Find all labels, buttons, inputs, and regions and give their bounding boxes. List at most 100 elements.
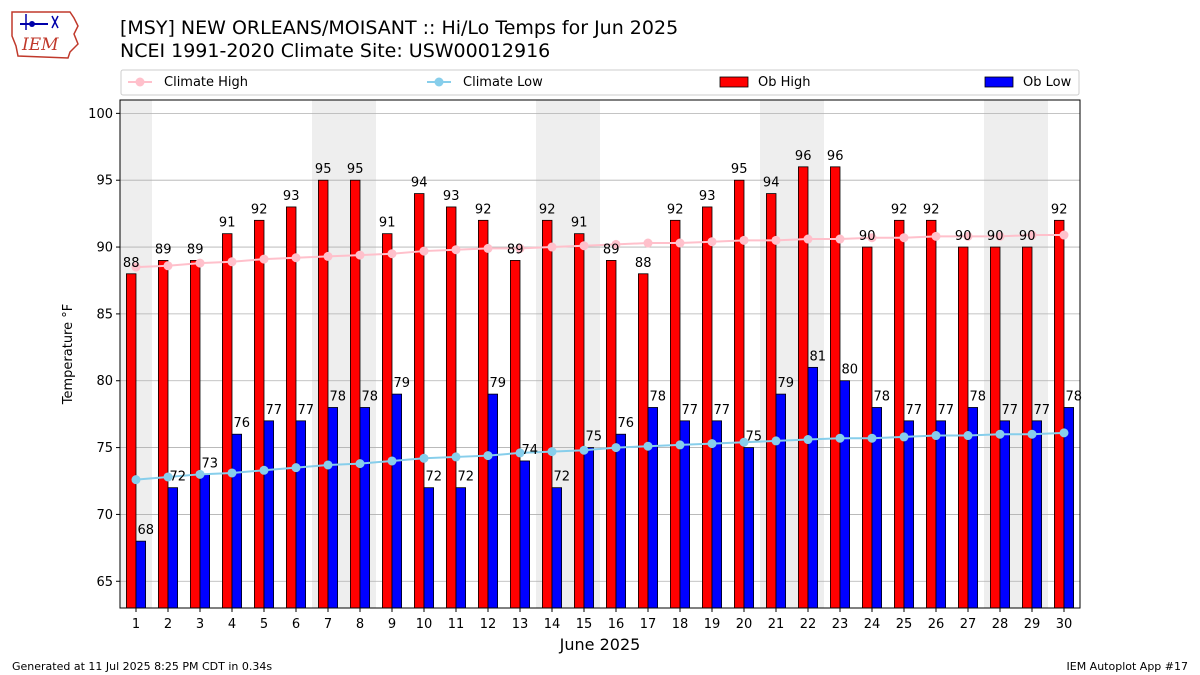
x-tick-label-2: 2: [164, 617, 172, 632]
ob-high-label-day-9: 91: [379, 216, 396, 231]
ob-low-bar-day-20: [743, 447, 755, 609]
climate-high-marker-day-26: [931, 231, 941, 241]
ob-high-bar-day-5: [253, 219, 265, 609]
climate-high-marker-day-13: [515, 243, 525, 253]
ob-high-label-day-8: 95: [347, 162, 364, 177]
x-tick-label-8: 8: [356, 617, 364, 632]
climate-high-marker-day-14: [547, 242, 557, 252]
ob-low-bar-day-13: [519, 460, 531, 609]
legend: Climate High Climate Low Ob High Ob Low: [120, 69, 1080, 96]
climate-high-marker-day-16: [611, 239, 621, 249]
climate-low-marker-day-1: [131, 475, 141, 485]
ob-low-label-day-8: 78: [362, 389, 379, 404]
legend-ob-low-label: Ob Low: [1023, 75, 1072, 90]
ob-low-label-day-23: 80: [842, 363, 859, 378]
ob-high-label-day-24: 90: [859, 229, 876, 244]
ob-high-label-day-16: 89: [603, 242, 620, 257]
ob-low-bar-day-16: [615, 433, 627, 609]
climate-low-marker-day-26: [931, 431, 941, 441]
ob-low-bar-day-21: [775, 393, 787, 609]
ob-high-bar-day-26: [926, 219, 937, 609]
x-tick-label-3: 3: [196, 617, 204, 632]
ob-high-label-day-7: 95: [315, 162, 332, 177]
ob-low-bar-day-14: [551, 487, 563, 609]
x-tick-label-27: 27: [960, 617, 977, 632]
climate-low-marker-day-21: [771, 436, 781, 446]
ob-high-label-day-12: 92: [475, 202, 492, 217]
x-tick-label-11: 11: [448, 617, 465, 632]
ob-high-label-day-3: 89: [187, 242, 204, 257]
climate-high-marker-day-27: [963, 231, 973, 241]
ob-low-label-day-1: 68: [138, 523, 155, 538]
ob-low-label-day-7: 78: [330, 389, 347, 404]
climate-high-line: [135, 234, 1064, 269]
ob-high-label-day-10: 94: [411, 176, 428, 191]
ob-high-label-day-6: 93: [283, 189, 300, 204]
climate-low-marker-day-6: [291, 463, 301, 473]
ob-high-label-day-17: 88: [635, 256, 652, 271]
x-tick-label-19: 19: [704, 617, 721, 632]
x-tick-label-25: 25: [896, 617, 913, 632]
climate-high-marker-day-28: [995, 231, 1005, 241]
ob-high-bar-day-1: [126, 273, 137, 609]
chart-title-line1: [MSY] NEW ORLEANS/MOISANT :: Hi/Lo Temps…: [120, 17, 679, 39]
ob-high-bar-day-29: [1022, 246, 1033, 609]
bars: [126, 166, 1075, 609]
iem-logo: IEM: [8, 6, 82, 60]
ob-high-bar-day-4: [221, 233, 233, 609]
x-tick-label-21: 21: [768, 617, 785, 632]
x-tick-label-16: 16: [608, 617, 625, 632]
ob-low-bar-day-30: [1063, 407, 1075, 609]
ob-low-bar-day-10: [423, 487, 435, 609]
climate-high-marker-day-1: [131, 262, 141, 272]
logo-text: IEM: [21, 35, 59, 55]
climate-low-marker-day-15: [579, 445, 589, 455]
climate-low-marker-day-12: [483, 451, 493, 461]
climate-high-marker-day-2: [163, 261, 173, 271]
climate-high-marker-day-3: [195, 258, 205, 268]
ob-low-bar-day-5: [263, 420, 275, 609]
ob-low-bar-day-2: [167, 487, 179, 609]
ob-low-label-day-16: 76: [618, 416, 635, 431]
ob-high-label-day-4: 91: [219, 216, 236, 231]
climate-low-marker-day-16: [611, 443, 621, 453]
ob-low-label-day-2: 72: [170, 470, 187, 485]
ob-high-bar-day-22: [798, 166, 809, 609]
ob-high-label-day-2: 89: [155, 242, 172, 257]
ob-low-bar-day-11: [455, 487, 467, 609]
y-tick-label-70: 70: [96, 508, 113, 523]
climate-high-marker-day-10: [419, 246, 429, 256]
ob-low-label-day-12: 79: [490, 376, 507, 391]
ob-high-label-day-13: 89: [507, 242, 524, 257]
x-tick-label-15: 15: [576, 617, 593, 632]
ob-high-label-day-29: 90: [1019, 229, 1036, 244]
x-tick-label-13: 13: [512, 617, 529, 632]
climate-low-marker-day-20: [739, 437, 749, 447]
ob-low-label-day-22: 81: [810, 349, 827, 364]
ob-low-bar-day-1: [135, 540, 147, 609]
ob-low-bar-day-8: [359, 407, 371, 609]
ob-high-label-day-23: 96: [827, 149, 844, 164]
ob-low-bar-day-6: [295, 420, 307, 609]
ob-low-label-day-11: 72: [458, 470, 475, 485]
ob-high-bar-day-7: [317, 179, 329, 609]
legend-ob-low-swatch: [984, 76, 1014, 88]
legend-climate-high-marker: [135, 77, 145, 87]
ob-high-bar-day-25: [894, 219, 905, 609]
climate-low-marker-day-28: [995, 429, 1005, 439]
x-tick-label-6: 6: [292, 617, 300, 632]
y-tick-label-95: 95: [96, 174, 113, 189]
ob-low-bar-day-28: [999, 420, 1011, 609]
climate-low-marker-day-19: [707, 439, 717, 449]
x-axis-label: June 2025: [559, 635, 641, 654]
ob-high-bar-day-17: [638, 273, 649, 609]
x-tick-label-7: 7: [324, 617, 332, 632]
ob-high-label-day-19: 93: [699, 189, 716, 204]
climate-high-marker-day-8: [355, 250, 365, 260]
x-tick-label-20: 20: [736, 617, 753, 632]
ob-low-bar-day-15: [583, 447, 595, 609]
x-tick-label-26: 26: [928, 617, 945, 632]
climate-low-marker-day-5: [259, 465, 269, 475]
ob-high-bar-day-2: [157, 260, 169, 609]
ob-high-label-day-21: 94: [763, 176, 780, 191]
